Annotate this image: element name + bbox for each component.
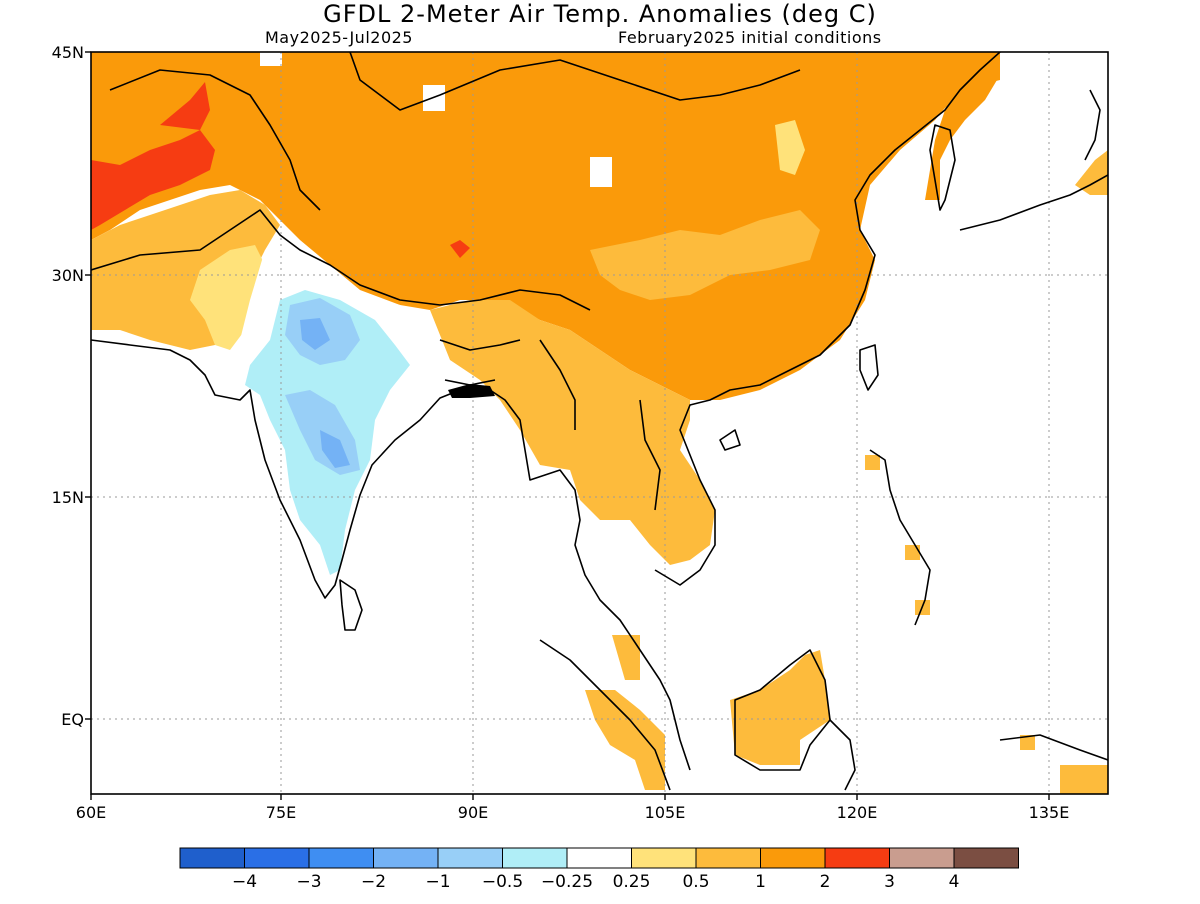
axis-ticks	[85, 51, 1050, 800]
colorbar-label: 2	[819, 872, 831, 892]
colorbar-swatch	[244, 847, 310, 869]
anomaly-region-north	[91, 52, 1000, 400]
lon-label-135e: 135E	[1028, 803, 1070, 822]
anomaly-region-japan	[1075, 150, 1108, 195]
anomaly-region-indochina	[430, 300, 715, 565]
anomaly-field	[91, 52, 1108, 794]
colorbar-label: −2	[360, 872, 387, 892]
colorbar-swatch	[502, 847, 568, 869]
missing-cell-1	[260, 52, 282, 66]
lon-label-120e: 120E	[836, 803, 878, 822]
anomaly-region-china-yellow-1	[775, 120, 805, 175]
missing-cell-3	[590, 157, 612, 187]
colorbar-swatch	[760, 847, 826, 869]
lon-label-60e: 60E	[75, 803, 107, 822]
colorbar-swatch	[308, 847, 374, 869]
lat-label-30n: 30N	[51, 266, 84, 285]
colorbar-label: 1	[755, 872, 766, 892]
colorbar-swatch	[631, 847, 697, 869]
lat-label-eq: EQ	[61, 710, 84, 729]
colorbar	[179, 847, 1019, 869]
colorbar-swatch	[566, 847, 632, 869]
colorbar-label: −1	[425, 872, 451, 892]
anomaly-region-borneo	[730, 650, 830, 765]
anomaly-region-india-coldest	[300, 318, 350, 468]
lon-label-105e: 105E	[644, 803, 686, 822]
colorbar-label: −3	[296, 872, 322, 892]
anomaly-region-korea-japan	[925, 52, 1000, 200]
lon-label-75e: 75E	[265, 803, 297, 822]
bangladesh-delta	[448, 384, 495, 398]
initial-conditions: February2025 initial conditions	[618, 28, 882, 47]
lat-label-45n: 45N	[51, 43, 84, 62]
anomaly-region-china-light	[590, 210, 820, 300]
colorbar-label: 4	[948, 872, 960, 892]
colorbar-swatch	[889, 847, 955, 869]
forecast-period: May2025-Jul2025	[265, 28, 413, 47]
anomaly-region-hot-pamir	[160, 82, 210, 130]
anomaly-region-hot-afghanistan	[91, 130, 215, 230]
anomaly-region-sumatra	[585, 690, 665, 790]
gridlines	[91, 52, 1108, 794]
coastlines	[91, 52, 1108, 791]
lat-label-15n: 15N	[51, 488, 84, 507]
colorbar-label: 3	[884, 872, 895, 892]
colorbar-swatch	[373, 847, 439, 869]
anomaly-region-malaya	[612, 635, 640, 680]
lon-label-90e: 90E	[457, 803, 489, 822]
map-frame	[90, 51, 1109, 795]
anomaly-region-india-colder	[285, 298, 360, 475]
colorbar-swatch	[953, 847, 1019, 869]
anomaly-region-papua	[1020, 735, 1108, 794]
colorbar-swatch	[437, 847, 503, 869]
colorbar-label: 0.25	[612, 872, 651, 892]
anomaly-region-hot-tibet	[450, 240, 470, 258]
colorbar-label: −0.5	[481, 872, 524, 892]
colorbar-label: −0.25	[540, 872, 594, 892]
colorbar-label: −4	[231, 872, 258, 892]
anomaly-region-philippines	[865, 455, 930, 615]
colorbar-swatch	[695, 847, 761, 869]
chart-title: GFDL 2-Meter Air Temp. Anomalies (deg C)	[323, 0, 877, 28]
colorbar-swatch	[179, 847, 245, 869]
colorbar-label: 0.5	[682, 872, 710, 892]
colorbar-swatch	[824, 847, 890, 869]
